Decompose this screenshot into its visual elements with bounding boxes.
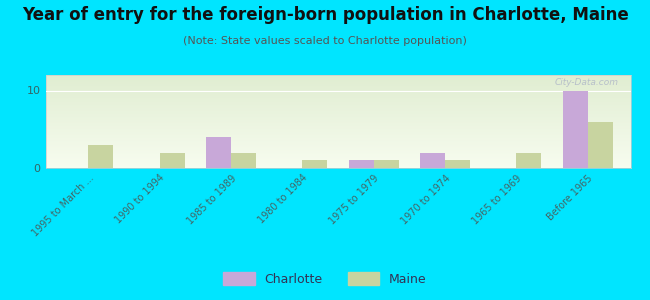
Legend: Charlotte, Maine: Charlotte, Maine: [218, 267, 432, 291]
Text: Year of entry for the foreign-born population in Charlotte, Maine: Year of entry for the foreign-born popul…: [21, 6, 629, 24]
Text: (Note: State values scaled to Charlotte population): (Note: State values scaled to Charlotte …: [183, 36, 467, 46]
Bar: [160, 152, 185, 168]
Text: City-Data.com: City-Data.com: [555, 78, 619, 87]
Bar: [88, 145, 113, 168]
Bar: [563, 91, 588, 168]
Bar: [516, 152, 541, 168]
Bar: [348, 160, 374, 168]
Bar: [231, 152, 256, 168]
Bar: [588, 122, 613, 168]
Bar: [374, 160, 398, 168]
Bar: [206, 137, 231, 168]
Bar: [302, 160, 328, 168]
Bar: [445, 160, 470, 168]
Bar: [420, 152, 445, 168]
